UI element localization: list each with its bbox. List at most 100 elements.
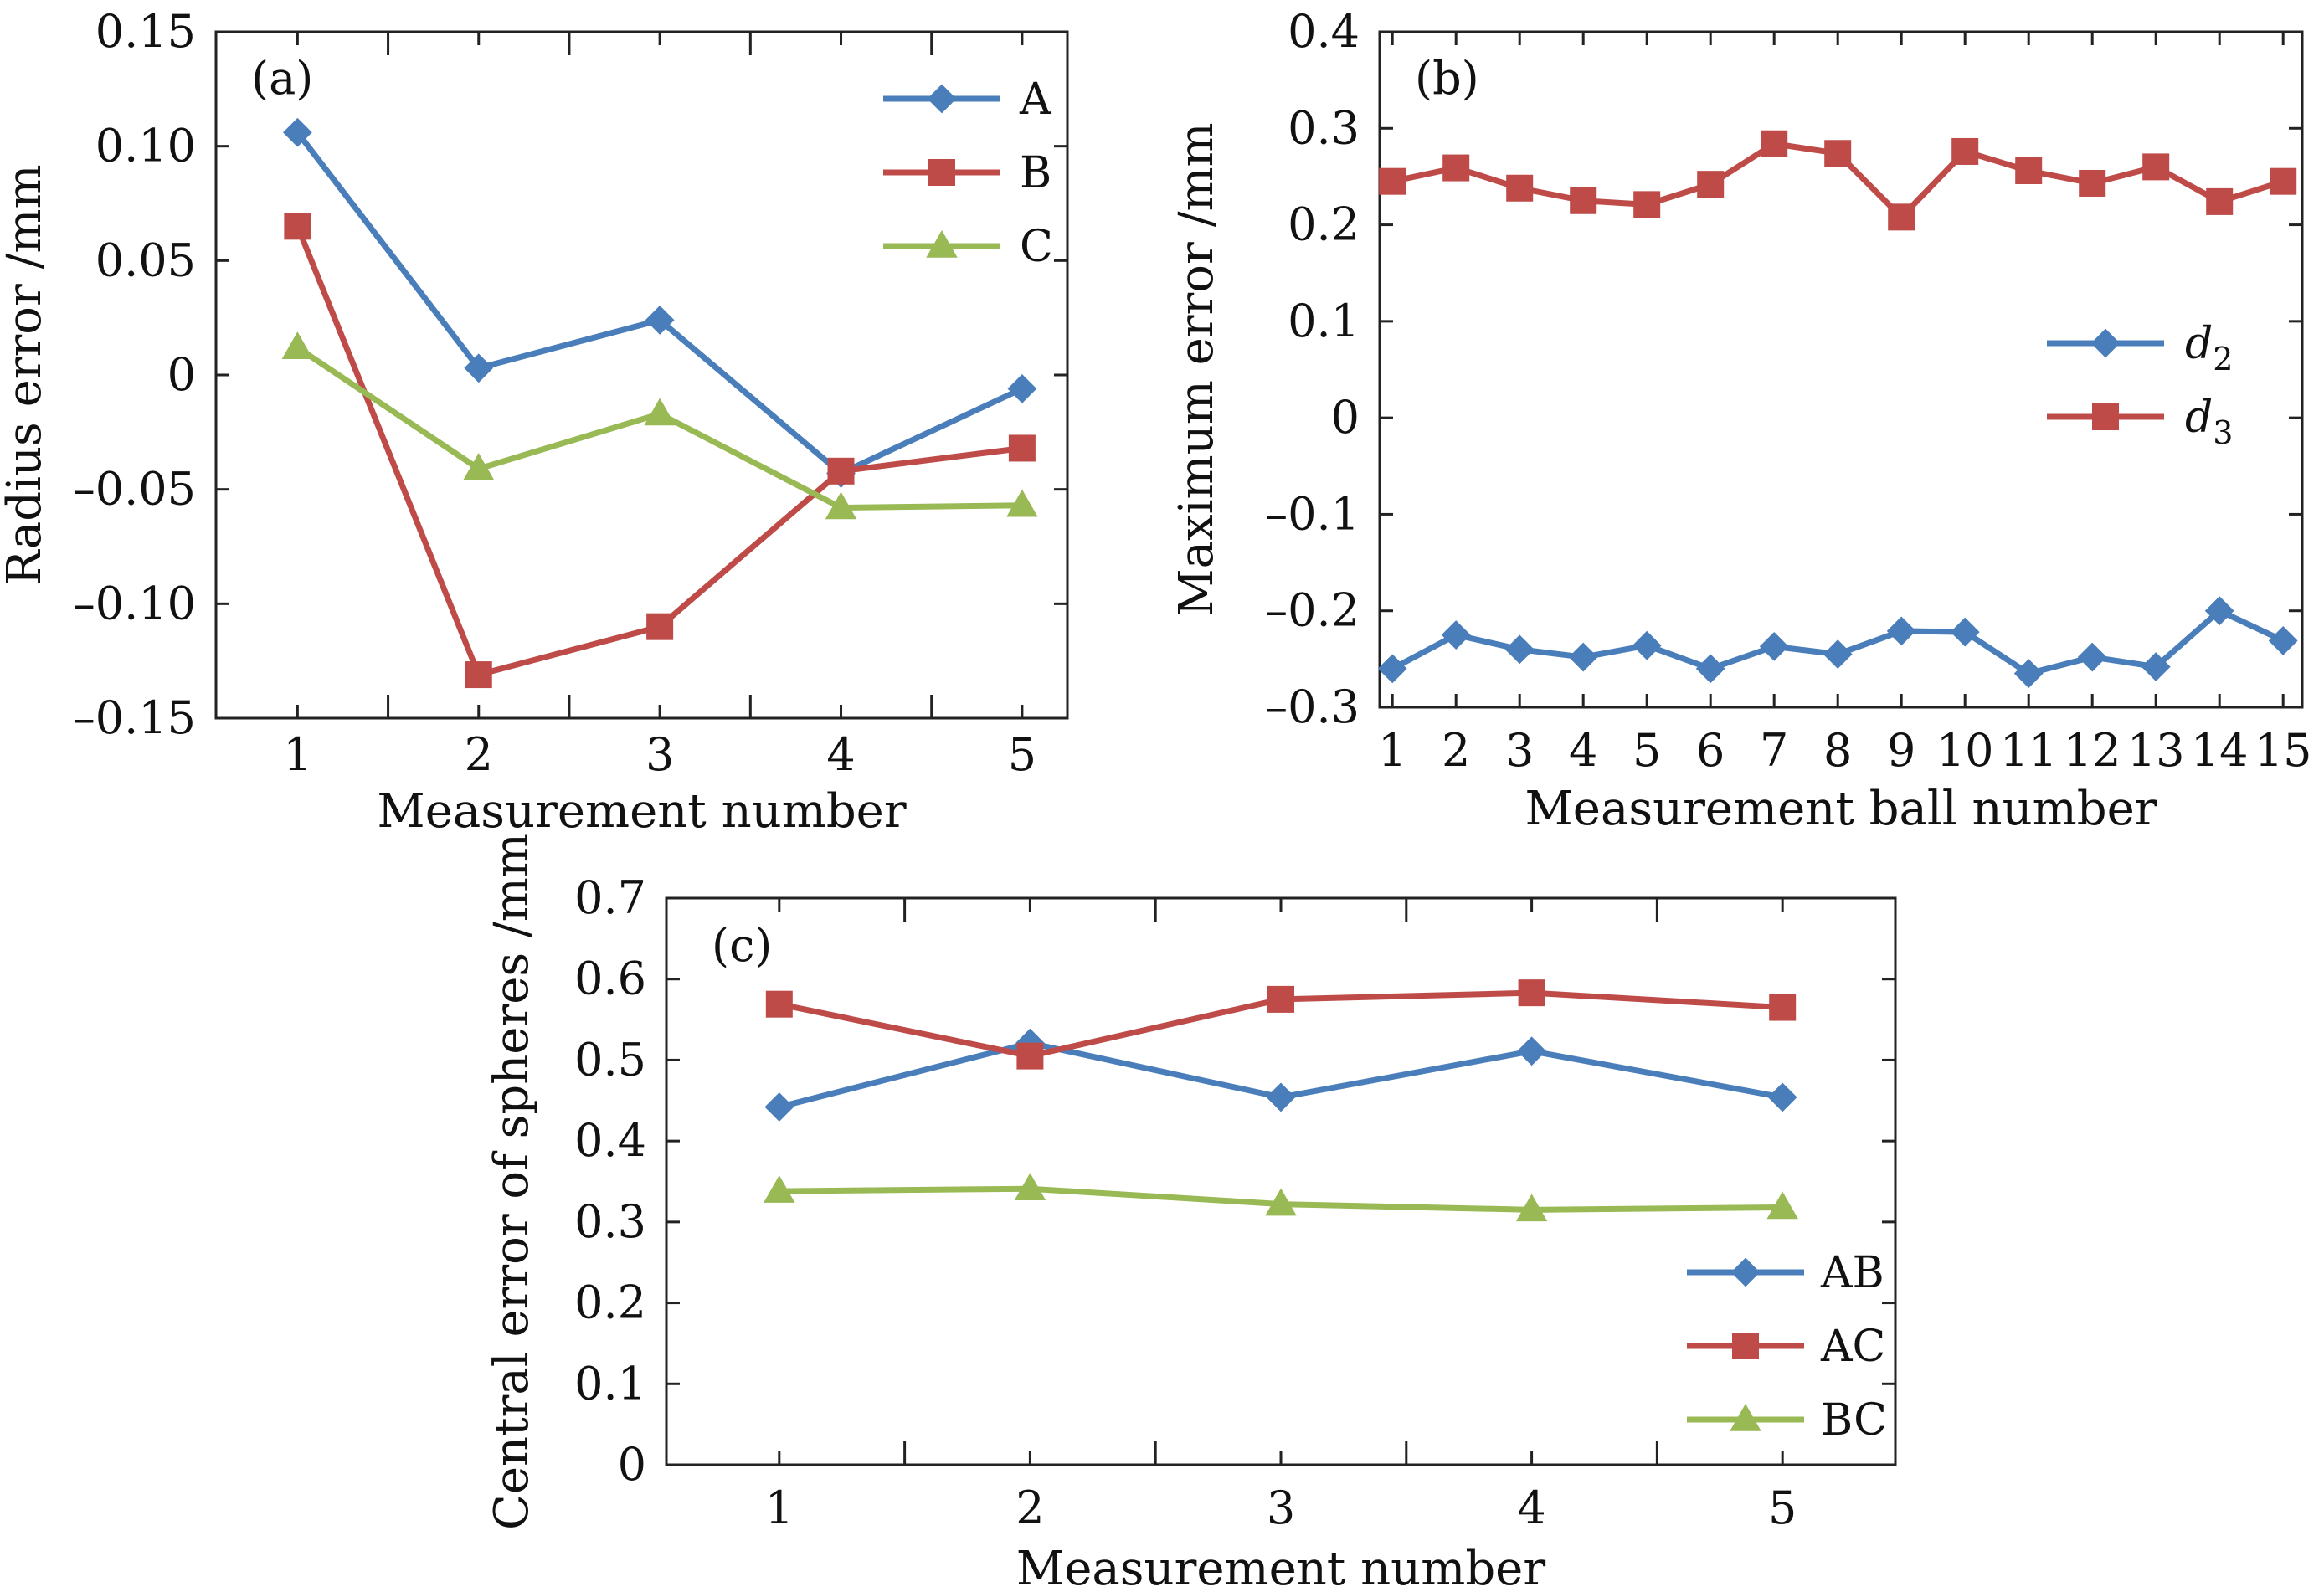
x-tick-label: 1	[765, 1482, 794, 1534]
y-tick-label: –0.2	[1265, 584, 1360, 637]
x-tick-label: 4	[1569, 724, 1597, 777]
legend-label: AB	[1820, 1248, 1884, 1298]
data-point	[1761, 130, 1788, 157]
panel-label: (c)	[712, 919, 772, 972]
data-point	[1823, 639, 1853, 670]
y-tick-label: 0	[167, 348, 196, 401]
y-tick-label: –0.05	[73, 463, 196, 516]
x-tick-label: 1	[1378, 724, 1406, 777]
x-tick-label: 2	[1015, 1482, 1044, 1534]
legend-marker	[926, 229, 958, 258]
legend-label: d2	[2185, 319, 2233, 377]
legend-label: A	[1019, 74, 1052, 125]
legend-label: BC	[1821, 1395, 1887, 1446]
data-point	[2141, 652, 2171, 681]
panel-c: 0 0.1 0.2 0.3 0.4 0.5 0.6 0.7 1 2 3 4 5 Measurement n…	[485, 833, 1897, 1587]
data-point	[1632, 630, 1662, 660]
x-axis-title: Measurement ball number	[1524, 782, 2157, 836]
data-point	[1759, 631, 1789, 661]
data-point	[281, 331, 314, 359]
legend-subscript: 2	[2213, 341, 2233, 377]
data-point	[1633, 191, 1661, 218]
y-tick-label: –0.15	[73, 691, 196, 744]
x-tick-label: 3	[1505, 724, 1534, 777]
series-b	[284, 213, 1036, 689]
y-tick-label: 0.2	[1288, 198, 1360, 251]
data-point	[1518, 979, 1545, 1007]
x-tick-label: 11	[2000, 724, 2058, 777]
data-point	[1517, 1036, 1547, 1066]
legend-marker	[928, 159, 955, 186]
legend-name: d	[2185, 393, 2213, 443]
y-tick-label: 0	[618, 1438, 646, 1491]
data-point	[2015, 157, 2043, 185]
data-point	[1506, 174, 1534, 202]
y-tick-label: 0.05	[95, 234, 196, 286]
data-point	[1950, 617, 1980, 647]
x-tick-label: 5	[1632, 724, 1661, 777]
legend-marker	[927, 84, 957, 114]
panel-a: –0.15 –0.10 –0.05 0 0.05 0.10 0.15 1 2 3 4 5 Measure…	[0, 5, 1069, 839]
data-point	[825, 491, 857, 520]
x-tick-label: 12	[2064, 724, 2121, 777]
y-tick-label: 0.10	[95, 120, 196, 172]
x-tick-label: 13	[2127, 724, 2185, 777]
data-point	[644, 398, 676, 426]
legend-subscript: 3	[2213, 414, 2233, 451]
legend-label: AC	[1820, 1322, 1885, 1372]
data-point	[764, 1175, 795, 1203]
data-point	[1888, 203, 1915, 231]
y-tick-label: 0.1	[1288, 295, 1360, 347]
data-point	[827, 457, 855, 485]
legend-marker	[1732, 1333, 1759, 1359]
data-point	[2077, 642, 2107, 672]
x-tick-label: 4	[1517, 1482, 1545, 1534]
data-point	[463, 453, 495, 480]
x-axis-title: Measurement number	[1016, 1542, 1545, 1587]
x-tick-label: 2	[465, 728, 493, 781]
legend-label: d3	[2185, 393, 2233, 451]
x-tick-label: 9	[1887, 724, 1915, 777]
series-d3	[1379, 130, 2297, 231]
legend: AB AC BC	[1687, 1248, 1887, 1446]
y-axis-title: Maximum error /mm	[1170, 122, 1224, 616]
data-point	[1265, 1188, 1297, 1216]
data-point	[1697, 171, 1725, 198]
data-point	[1006, 489, 1038, 517]
data-point	[1007, 373, 1037, 403]
y-tick-label: 0.7	[574, 871, 646, 924]
data-point	[1008, 434, 1036, 462]
plot-frame	[665, 896, 1897, 1466]
x-tick-label: 14	[2191, 724, 2249, 777]
legend-name: d	[2185, 319, 2213, 369]
legend-marker	[2092, 403, 2119, 430]
data-point	[1767, 1082, 1797, 1112]
data-point	[1267, 985, 1294, 1013]
series-ab	[764, 1028, 1797, 1122]
y-tick-label: –0.3	[1265, 681, 1360, 733]
panel-label: (b)	[1415, 52, 1479, 105]
data-point	[2079, 169, 2106, 197]
data-point	[464, 353, 494, 383]
legend-marker	[1730, 1403, 1761, 1431]
x-tick-label: 4	[826, 728, 855, 781]
y-tick-label: –0.1	[1265, 487, 1360, 540]
data-point	[1379, 167, 1406, 195]
data-point	[2270, 167, 2297, 195]
y-tick-label: 0.15	[95, 5, 196, 58]
series-c	[281, 331, 1038, 520]
data-point	[1695, 654, 1725, 684]
legend-label: C	[1020, 222, 1053, 272]
x-tick-label: 5	[1008, 728, 1036, 781]
y-tick-label: –0.10	[73, 577, 196, 629]
y-axis-title: Radius error /mm	[0, 164, 52, 585]
x-tick-label: 1	[283, 728, 311, 781]
data-point	[1769, 994, 1797, 1021]
data-point	[2013, 659, 2044, 689]
y-tick-label: 0.4	[574, 1114, 646, 1167]
x-tick-label: 2	[1442, 724, 1470, 777]
data-point	[1266, 1082, 1296, 1112]
plot-frame	[1378, 30, 2304, 709]
